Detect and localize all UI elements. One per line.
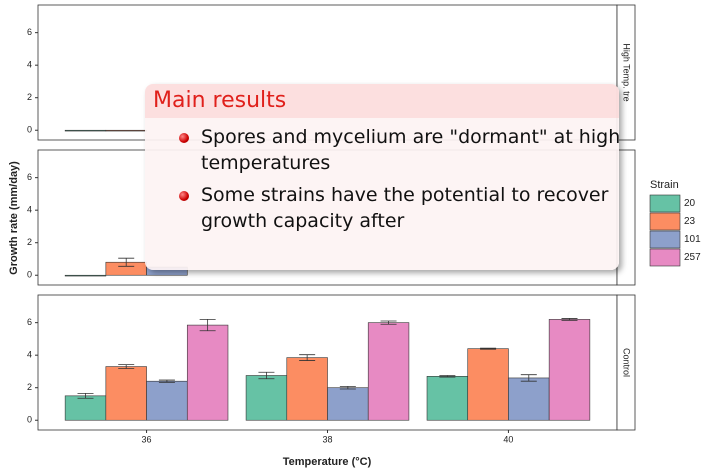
legend-label: 23 xyxy=(684,216,696,227)
y-tick-label: 4 xyxy=(27,205,32,215)
strip-label: High Temp. tre xyxy=(622,43,632,101)
strip xyxy=(616,149,636,286)
overlay-list: Spores and mycelium are "dormant" at hig… xyxy=(179,124,619,234)
x-tick-label: 38 xyxy=(322,434,332,444)
bar xyxy=(64,129,107,132)
legend-key xyxy=(649,248,681,267)
legend-key xyxy=(649,212,681,231)
strip xyxy=(616,294,636,431)
error-bar xyxy=(299,354,316,361)
y-tick-label: 6 xyxy=(27,317,32,327)
overlay-item: Spores and mycelium are "dormant" at hig… xyxy=(179,124,619,176)
legend-key xyxy=(649,194,681,213)
bar xyxy=(508,377,550,421)
x-axis-label: Temperature (°C) xyxy=(283,456,372,468)
y-tick-label: 6 xyxy=(27,172,32,182)
error-bar xyxy=(520,374,537,382)
y-axis-label: Growth rate (mm/day) xyxy=(8,161,20,275)
bar xyxy=(367,322,410,421)
bar xyxy=(426,376,469,421)
bar xyxy=(105,366,147,421)
overlay-box: Main results Spores and mycelium are "do… xyxy=(145,84,619,270)
error-bar xyxy=(380,320,397,325)
error-bar xyxy=(118,364,135,369)
error-bar xyxy=(118,257,135,267)
y-tick-label: 6 xyxy=(27,27,32,37)
y-tick-label: 0 xyxy=(27,415,32,425)
y-tick-label: 2 xyxy=(27,237,32,247)
bar xyxy=(245,375,288,421)
legend-label: 101 xyxy=(684,234,701,245)
error-bar xyxy=(480,347,497,350)
error-bar xyxy=(561,318,578,321)
x-tick-label: 40 xyxy=(503,434,513,444)
overlay-item: Some strains have the potential to recov… xyxy=(179,182,619,234)
error-bar xyxy=(199,318,216,332)
error-bar xyxy=(339,386,356,390)
bar xyxy=(286,357,328,421)
bar xyxy=(64,274,107,277)
item-text: Some strains have the potential to recov… xyxy=(201,184,609,232)
legend-title: Strain xyxy=(650,179,679,191)
bar xyxy=(548,319,591,421)
bar xyxy=(105,129,147,132)
y-tick-label: 0 xyxy=(27,270,32,280)
bullet xyxy=(179,133,189,143)
error-bar xyxy=(258,371,275,380)
error-bar xyxy=(439,375,456,378)
strip-label: Control xyxy=(622,348,632,377)
item-text: Spores and mycelium are "dormant" at hig… xyxy=(201,126,619,174)
x-tick-label: 36 xyxy=(142,434,152,444)
y-tick-label: 2 xyxy=(27,92,32,102)
legend-label: 20 xyxy=(684,198,696,209)
overlay-body: Spores and mycelium are "dormant" at hig… xyxy=(145,118,619,270)
bar xyxy=(467,348,509,421)
y-tick-label: 0 xyxy=(27,125,32,135)
overlay-title: Main results xyxy=(145,84,619,118)
legend-label: 257 xyxy=(684,252,701,263)
y-tick-label: 4 xyxy=(27,350,32,360)
error-bar xyxy=(77,393,94,399)
y-tick-label: 2 xyxy=(27,382,32,392)
bar xyxy=(146,380,188,421)
y-tick-label: 4 xyxy=(27,60,32,70)
bar xyxy=(64,395,107,421)
bullet xyxy=(179,191,189,201)
error-bar xyxy=(158,379,175,383)
legend-key xyxy=(649,230,681,249)
bar xyxy=(327,387,369,421)
bar xyxy=(186,324,229,421)
strip xyxy=(616,4,636,141)
